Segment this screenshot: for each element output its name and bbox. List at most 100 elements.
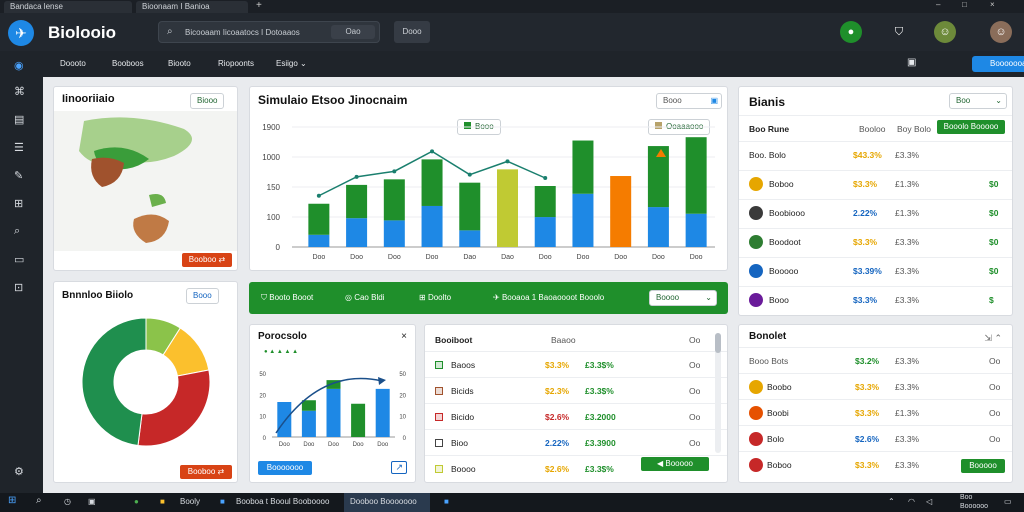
taskbar-item[interactable]: Booly — [180, 497, 201, 506]
cart-icon[interactable]: ⛉ — [894, 26, 904, 38]
bar[interactable] — [277, 402, 292, 437]
donut-chart[interactable] — [54, 308, 238, 458]
folder-icon[interactable]: ▣ — [88, 497, 96, 506]
table-row[interactable]: Baoos $3.3% £3.3$% Oo — [425, 351, 727, 377]
chat-icon[interactable]: ▭ — [14, 254, 25, 266]
bar[interactable] — [534, 186, 556, 218]
banner-item[interactable]: ◎ Cao Bldi — [345, 293, 384, 302]
nav-item[interactable]: Riopoonts — [218, 59, 255, 68]
browser-tab[interactable]: Bandaca lense — [4, 1, 132, 13]
nav-item[interactable]: Doooto — [60, 59, 86, 68]
taskbar-item[interactable]: Booboa t Booul Booboooo — [236, 497, 330, 506]
chart-range-input[interactable]: Booo ▣ — [656, 93, 722, 109]
portfolio-action-button[interactable]: Booooo — [961, 459, 1005, 473]
bar[interactable] — [308, 203, 330, 235]
nav-item[interactable]: Esiigo ⌄ — [276, 59, 307, 68]
globe-icon[interactable]: ◉ — [14, 60, 24, 72]
bar[interactable] — [685, 137, 707, 214]
table-row[interactable]: Boodoot $3.3% £3.3% $0 — [739, 228, 1012, 254]
gamepad-icon[interactable]: ⊡ — [14, 282, 24, 294]
bar[interactable] — [647, 207, 669, 247]
avatar[interactable]: ☺ — [934, 21, 956, 43]
avatar[interactable]: ☺ — [990, 21, 1012, 43]
expand-icon[interactable]: ↗ — [391, 461, 407, 474]
taskbar-item[interactable]: Dooboo Booooooo — [344, 493, 430, 512]
bar[interactable] — [326, 388, 341, 437]
bar[interactable] — [375, 388, 390, 437]
settings-icon[interactable]: ⚙ — [14, 466, 24, 478]
bar[interactable] — [421, 159, 443, 206]
window-icon[interactable]: ▣ — [907, 57, 917, 68]
banner-item[interactable]: ✈ Booaoa 1 Baoaoooot Booolo — [493, 293, 604, 302]
bar[interactable] — [685, 213, 707, 247]
sort-icon[interactable]: ⇲ ⌃ — [984, 333, 1002, 343]
document-icon[interactable]: ▤ — [14, 114, 25, 126]
search-bar[interactable]: ⌕ Bicooaam Iicoaatocs I Dotoaaos Oao — [158, 21, 380, 43]
banner-item[interactable]: ⛉ Booto Booot — [261, 293, 313, 303]
table-row[interactable]: Boo. Bolo $43.3% £3.3% — [739, 141, 1012, 167]
table-row[interactable]: Boobi $3.3% £1.3% Oo — [739, 399, 1012, 425]
table-row[interactable]: Boooo $2.6% £3.3$% — [425, 455, 727, 481]
notifications-icon[interactable]: ▭ — [1004, 497, 1012, 506]
bar[interactable] — [610, 176, 632, 247]
bar[interactable] — [301, 400, 316, 411]
table-row[interactable]: Bicids $2.3% £3.3$% Oo — [425, 377, 727, 403]
bar[interactable] — [647, 146, 669, 208]
nav-item[interactable]: Biooto — [168, 59, 191, 68]
search-icon[interactable]: ⌕ — [14, 225, 21, 237]
feather-icon[interactable]: ✎ — [14, 170, 24, 182]
table-row[interactable]: Boobiooo 2.22% £1.3% $0 — [739, 199, 1012, 225]
banner-item[interactable]: ⊞ Doolto — [419, 293, 451, 302]
wifi-icon[interactable]: ◠ — [908, 497, 915, 506]
scrollbar[interactable] — [715, 333, 721, 453]
volume-icon[interactable]: ◁ — [926, 497, 933, 506]
table-filter[interactable]: Boo ⌄ — [949, 93, 1007, 109]
small-bar-chart[interactable]: 50 50 20 20 10 10 0 0 Doo Doo Doo Doo Doo — [250, 325, 416, 483]
grid-icon[interactable]: ⊞ — [14, 198, 24, 210]
map-action-button[interactable]: Booboo ⇄ — [182, 253, 232, 267]
clock-icon[interactable]: ◷ — [64, 497, 71, 506]
notification-icon[interactable]: ● — [840, 21, 862, 43]
table-row[interactable]: Booooo $3.39% £3.3% $0 — [739, 257, 1012, 283]
bar[interactable] — [326, 380, 341, 389]
primary-cta-button[interactable]: Booooooas — [972, 56, 1024, 72]
chart-icon[interactable]: ⌘ — [14, 86, 25, 98]
search-input[interactable]: Bicooaam Iicoaatocs I Dotoaaos — [185, 28, 300, 37]
windows-start-icon[interactable]: ⊞ — [8, 495, 17, 506]
header-button[interactable]: Dooo — [394, 21, 430, 43]
new-tab-button[interactable]: + — [256, 0, 262, 11]
minimize-button[interactable]: – — [936, 0, 941, 9]
donut-filter[interactable]: Booo — [186, 288, 219, 304]
bar[interactable] — [497, 169, 518, 247]
table-row[interactable]: Bolo $2.6% £3.3% Oo — [739, 425, 1012, 451]
table-row[interactable]: Boboo $3.3% £3.3% — [739, 451, 1012, 477]
bar[interactable] — [383, 220, 405, 247]
browser-tab[interactable]: Bioonaam I Banioa — [136, 1, 248, 13]
table-row[interactable]: Boboo $3.3% £1.3% $0 — [739, 170, 1012, 196]
bar[interactable] — [383, 179, 405, 221]
close-button[interactable]: × — [990, 0, 995, 9]
bar[interactable] — [308, 234, 330, 247]
banner-select[interactable]: Boooo ⌄ — [649, 290, 717, 306]
close-icon[interactable]: × — [401, 331, 407, 342]
maximize-button[interactable]: □ — [962, 0, 967, 9]
chevron-up-icon[interactable]: ⌃ — [888, 497, 895, 506]
map-filter[interactable]: Biooo — [190, 93, 225, 109]
bar[interactable] — [346, 218, 368, 247]
small-chart-button[interactable]: Booooooo — [258, 461, 312, 475]
search-button[interactable]: Oao — [331, 25, 375, 39]
bar[interactable] — [572, 193, 594, 247]
bar[interactable] — [459, 230, 481, 247]
bar[interactable] — [351, 403, 366, 420]
bar[interactable] — [459, 182, 481, 231]
bar[interactable] — [301, 410, 316, 437]
donut-action-button[interactable]: Booboo ⇄ — [180, 465, 232, 479]
table-action-button[interactable]: ◀ Booooo — [641, 457, 709, 471]
world-map[interactable] — [54, 111, 238, 251]
nav-item[interactable]: Booboos — [112, 59, 144, 68]
app-icon[interactable]: ■ — [160, 497, 165, 506]
table-row[interactable]: Booo $3.3% £3.3% $ — [739, 286, 1012, 312]
donut-slice[interactable] — [81, 317, 147, 447]
table-row[interactable]: Boobo $3.3% £3.3% Oo — [739, 373, 1012, 399]
app-icon[interactable]: ■ — [220, 497, 225, 506]
